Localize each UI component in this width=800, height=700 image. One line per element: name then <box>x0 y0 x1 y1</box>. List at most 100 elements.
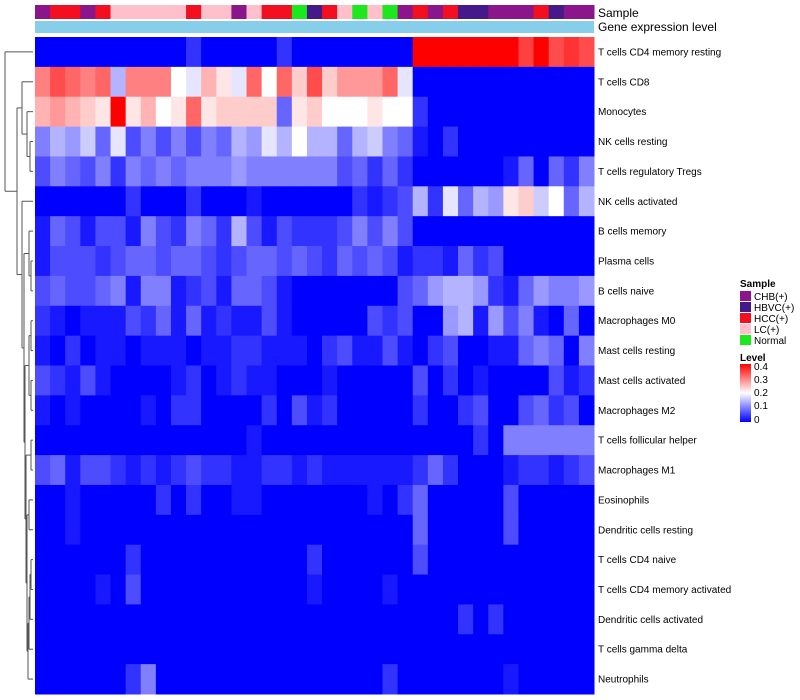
heatmap-cell <box>140 246 157 277</box>
heatmap-cell <box>488 335 504 366</box>
heatmap-cell <box>95 66 112 98</box>
heatmap-cell <box>458 634 474 665</box>
heatmap-cell <box>170 604 187 635</box>
heatmap-cell <box>65 514 81 546</box>
heatmap-cell <box>518 126 535 157</box>
heatmap-cell <box>473 66 489 98</box>
heatmap-cell <box>276 305 293 337</box>
heatmap-cell <box>276 425 293 456</box>
heatmap-cell <box>140 66 157 98</box>
heatmap-cell <box>412 305 429 337</box>
heatmap-cell <box>216 186 232 217</box>
heatmap-cell <box>261 634 278 665</box>
heatmap-cell <box>563 275 580 307</box>
heatmap-cell <box>322 574 338 605</box>
heatmap-cell <box>140 126 157 157</box>
heatmap-cell <box>276 365 293 396</box>
heatmap-cell <box>261 275 278 307</box>
heatmap-cell <box>291 66 308 98</box>
heatmap-cell <box>458 335 474 366</box>
heatmap-cell <box>125 544 142 576</box>
heatmap-cell <box>352 365 368 396</box>
heatmap-cell <box>155 634 172 665</box>
heatmap-cell <box>186 574 202 605</box>
heatmap-cell <box>261 335 278 366</box>
heatmap-cell <box>352 395 368 426</box>
heatmap-cell <box>65 664 81 695</box>
heatmap-cell <box>246 365 263 396</box>
heatmap-cell <box>427 455 444 486</box>
heatmap-cell <box>518 395 535 426</box>
heatmap-cell <box>170 395 187 426</box>
heatmap-cell <box>140 395 157 426</box>
heatmap-cell <box>442 305 459 337</box>
heatmap-cell <box>488 126 504 157</box>
heatmap-cell <box>170 425 187 456</box>
sample-annotation-cell <box>276 5 293 19</box>
heatmap-cell <box>382 335 399 366</box>
heatmap-cell <box>170 305 187 337</box>
heatmap-cell <box>533 186 550 217</box>
heatmap-cell <box>306 246 323 277</box>
heatmap-cell <box>276 156 293 187</box>
heatmap-cell <box>261 425 278 456</box>
heatmap-cell <box>397 66 414 98</box>
heatmap-cell <box>276 96 293 128</box>
sample-annotation-cell <box>518 5 535 19</box>
heatmap-cell <box>563 186 580 217</box>
heatmap-cell <box>110 246 127 277</box>
heatmap-cell <box>337 664 353 695</box>
heatmap-cell <box>306 664 323 695</box>
heatmap-cell <box>548 395 565 426</box>
heatmap-cell <box>50 66 66 98</box>
heatmap-cell <box>216 126 232 157</box>
heatmap-cell <box>291 365 308 396</box>
heatmap-cell <box>276 634 293 665</box>
heatmap-cell <box>110 664 127 695</box>
heatmap-cell <box>186 96 202 128</box>
heatmap-cell <box>216 395 232 426</box>
heatmap-cell <box>488 216 504 247</box>
heatmap-cell <box>35 335 51 366</box>
heatmap-cell <box>442 604 459 635</box>
heatmap-cell <box>155 126 172 157</box>
heatmap-cell <box>291 664 308 695</box>
heatmap-cell <box>352 335 368 366</box>
heatmap-cell <box>548 186 565 217</box>
heatmap-cell <box>473 96 489 128</box>
heatmap-cell <box>306 604 323 635</box>
heatmap-cell <box>548 216 565 247</box>
heatmap-cell <box>80 156 96 187</box>
heatmap-cell <box>50 514 66 546</box>
heatmap-cell <box>95 425 112 456</box>
heatmap-cell <box>397 275 414 307</box>
heatmap-cell <box>548 126 565 157</box>
heatmap-cell <box>155 305 172 337</box>
heatmap-cell <box>533 96 550 128</box>
heatmap-cell <box>412 634 429 665</box>
heatmap-cell <box>291 37 308 68</box>
heatmap-cell <box>488 246 504 277</box>
heatmap-cell <box>291 425 308 456</box>
heatmap-cell <box>488 574 504 605</box>
row-label: NK cells activated <box>598 197 677 208</box>
heatmap-cell <box>261 514 278 546</box>
heatmap-cell <box>352 305 368 337</box>
heatmap-cell <box>125 186 142 217</box>
heatmap-cell <box>397 544 414 576</box>
heatmap-cell <box>170 37 187 68</box>
heatmap-cell <box>382 365 399 396</box>
heatmap-cell <box>548 156 565 187</box>
heatmap-cell <box>65 395 81 426</box>
heatmap-cell <box>155 425 172 456</box>
heatmap-cell <box>140 305 157 337</box>
heatmap-cell <box>488 66 504 98</box>
heatmap-cell <box>140 156 157 187</box>
heatmap-cell <box>488 395 504 426</box>
heatmap-cell <box>473 365 489 396</box>
heatmap-cell <box>458 395 474 426</box>
heatmap-cell <box>397 156 414 187</box>
heatmap-cell <box>246 96 263 128</box>
heatmap-cell <box>35 395 51 426</box>
row-label: T cells CD4 memory activated <box>598 585 731 596</box>
